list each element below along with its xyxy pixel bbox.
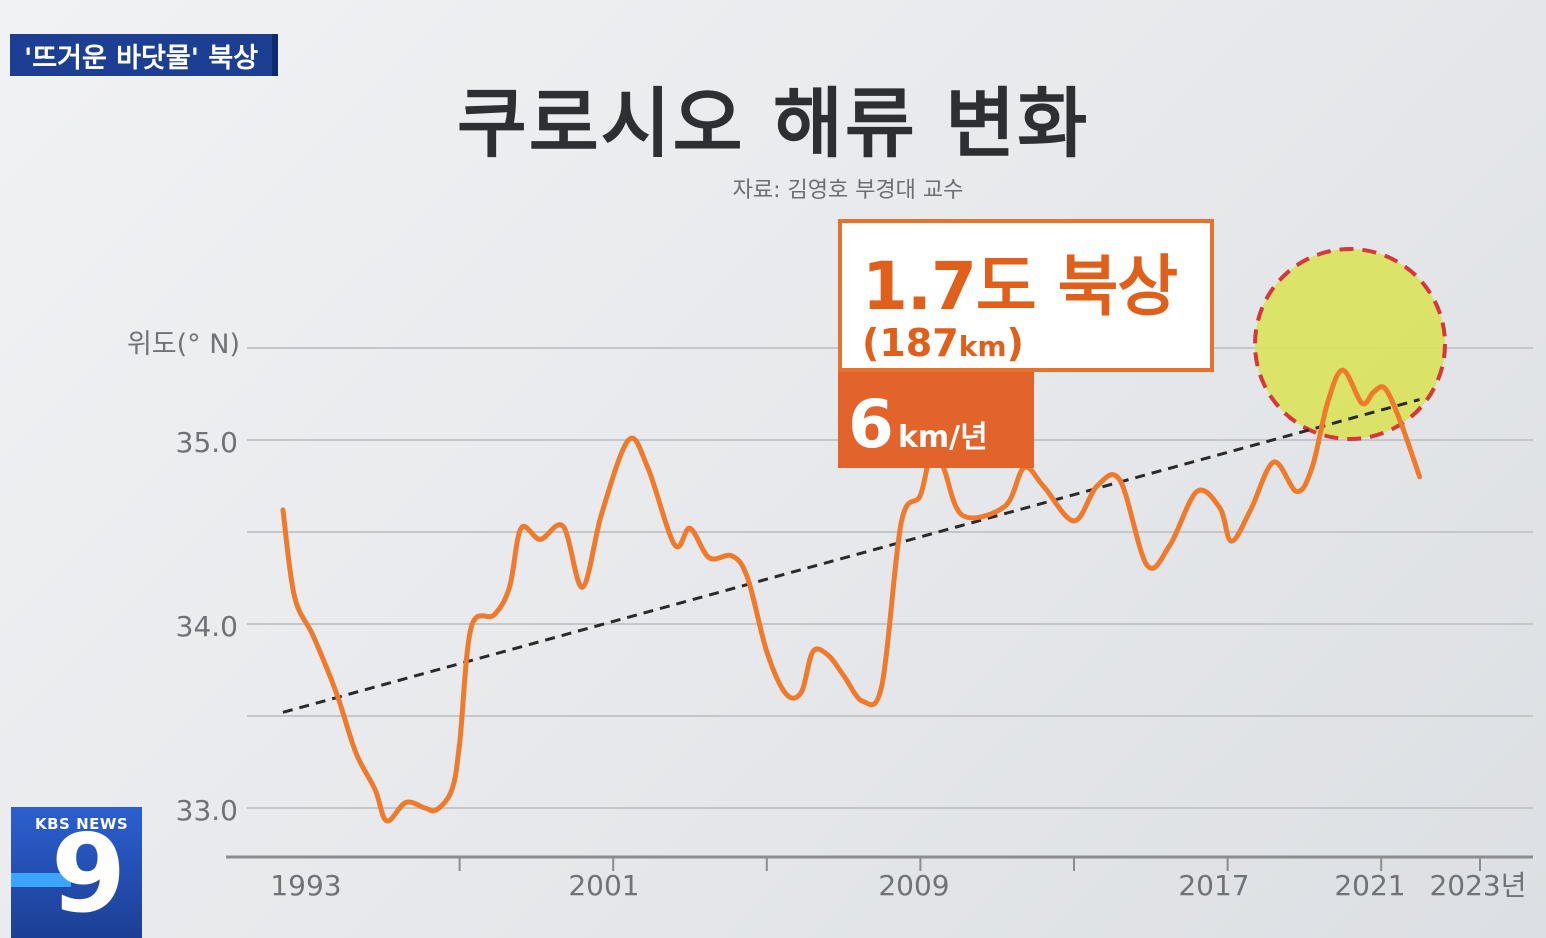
x-tick-label: 1993 [270,869,341,902]
latitude-series-line [280,367,1423,824]
x-tick-label: 2009 [878,869,949,902]
x-tick-label: 2017 [1178,869,1249,902]
shift-distance-number: (187 [862,321,959,365]
shift-callout-sub: (187km) [862,321,1024,365]
logo-number: 9 [51,812,127,937]
axis-layer: 35.0 34.0 33.0 1993 2001 2009 2017 2021 2023년 [176,426,1533,902]
highlight-layer [1253,247,1447,441]
source-caption: 자료: 김영호 부경대 교수 [732,178,964,203]
x-tick-label: 2023년 [1429,869,1526,902]
topic-badge: '뜨거운 바닷물' 북상 [10,34,279,76]
kbs-news9-logo: 9 KBS NEWS [11,807,142,938]
y-tick-label: 33.0 [176,794,238,827]
rate-unit: km/년 [897,420,988,455]
chart-title: 쿠로시오 해류 변화 [456,79,1090,168]
shift-distance-close: ) [1006,321,1024,365]
series-layer [280,367,1423,824]
highlight-circle [1253,247,1447,441]
trend-line [282,398,1420,714]
logo-text: KBS NEWS [35,815,129,833]
x-tick-label: 2021 [1334,869,1405,902]
shift-callout-main: 1.7도 북상 [862,248,1178,325]
y-axis-label: 위도(° N) [127,329,240,360]
x-tick-label: 2001 [568,869,639,902]
rate-number: 6 [848,386,894,463]
shift-callout: 1.7도 북상 (187km) [838,219,1214,372]
y-tick-label: 35.0 [176,426,238,459]
rate-badge: 6 km/년 [838,372,1034,468]
shift-distance-unit: km [958,330,1007,363]
trend-layer [282,398,1420,714]
y-tick-label: 34.0 [176,610,238,643]
logo-stripe [11,873,71,887]
